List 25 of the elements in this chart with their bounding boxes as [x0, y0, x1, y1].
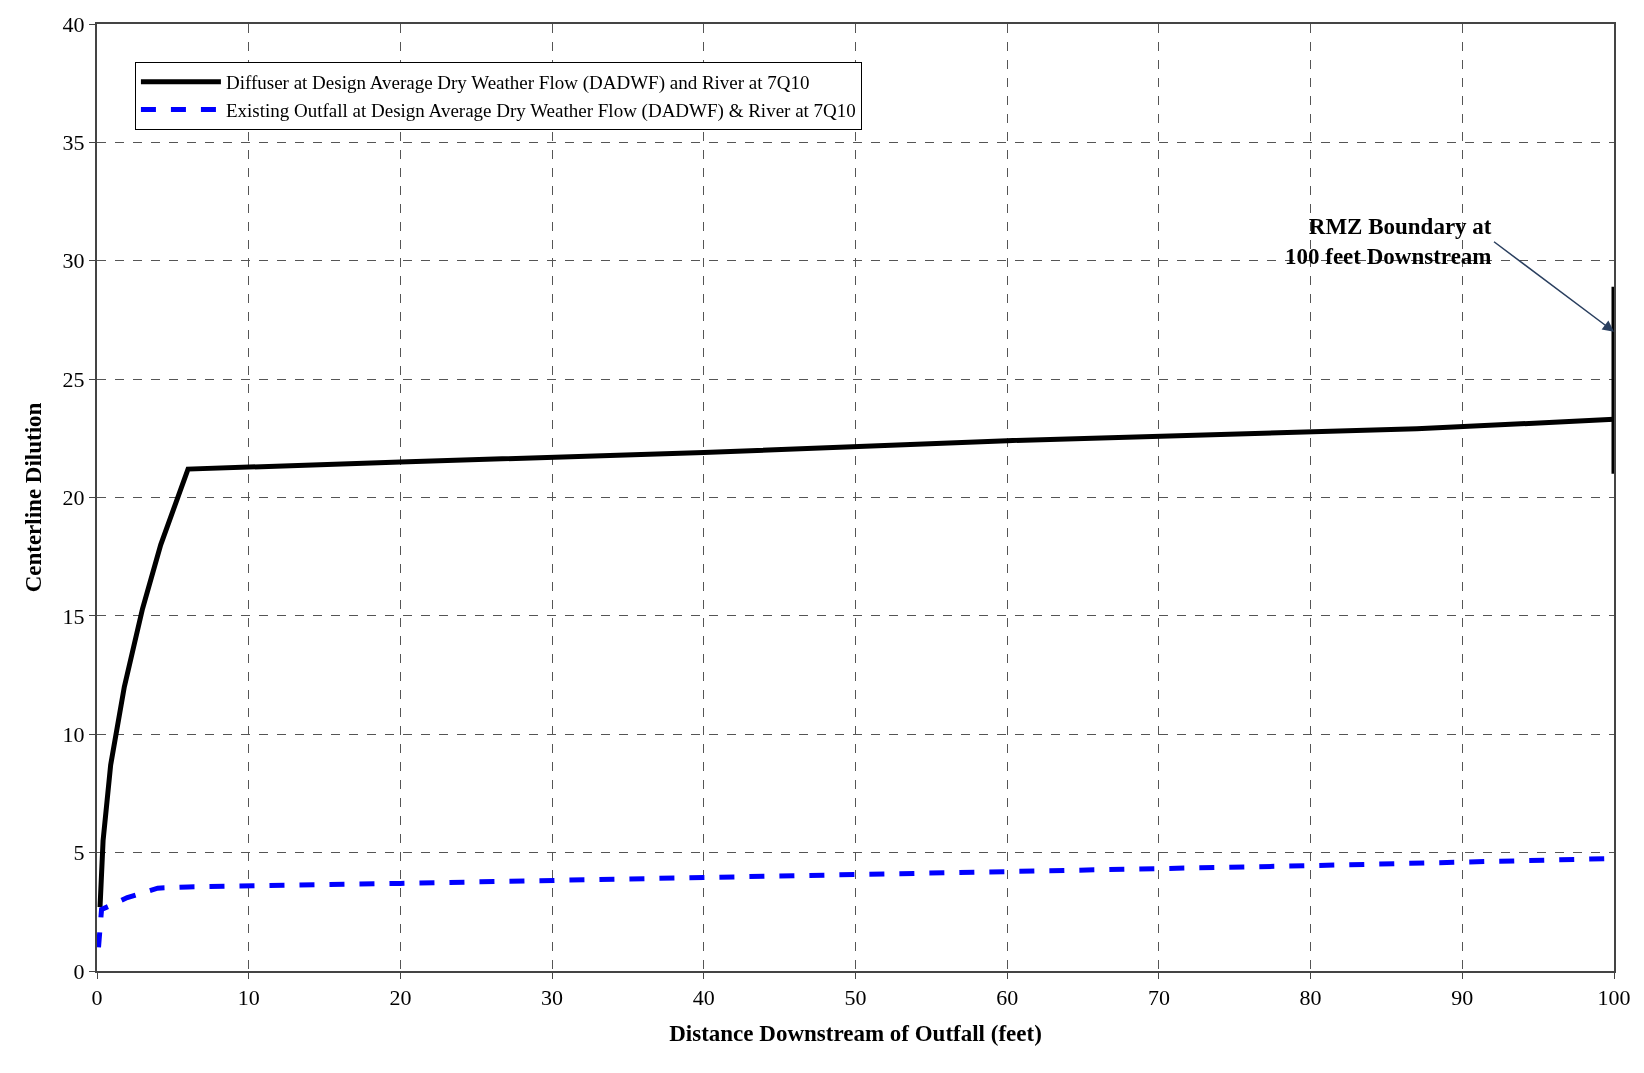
legend-label: Diffuser at Design Average Dry Weather Flow (DADWF) and River at 7Q10	[225, 72, 810, 95]
x-tick-label: 90	[1451, 985, 1474, 1011]
y-tick-label: 20	[62, 485, 85, 511]
y-tick-label: 25	[62, 366, 85, 392]
x-tick-label: 60	[996, 985, 1019, 1011]
y-tick-label: 10	[62, 721, 85, 747]
x-tick-label: 10	[237, 985, 260, 1011]
x-tick-label: 70	[1147, 985, 1170, 1011]
x-tick-label: 20	[389, 985, 412, 1011]
y-tick-label: 15	[62, 603, 85, 629]
x-tick-label: 30	[541, 985, 564, 1011]
x-tick-label: 40	[692, 985, 715, 1011]
x-tick-label: 0	[91, 985, 103, 1011]
x-tick-label: 80	[1299, 985, 1322, 1011]
y-tick-label: 35	[62, 130, 85, 156]
x-tick-label: 100	[1597, 985, 1631, 1011]
y-tick-label: 5	[73, 840, 85, 866]
y-tick-label: 30	[62, 248, 85, 274]
legend-label: Existing Outfall at Design Average Dry Weather Flow (DADWF) & River at 7Q10	[225, 99, 856, 122]
y-tick-label: 40	[62, 11, 85, 37]
y-axis-title: Centerline Dilution	[20, 402, 46, 593]
annotation: RMZ Boundary at 100 feet Downstream	[1285, 214, 1492, 269]
y-tick-label: 0	[73, 958, 85, 984]
x-axis-title: Distance Downstream of Outfall (feet)	[669, 1020, 1042, 1046]
x-tick-label: 50	[844, 985, 867, 1011]
